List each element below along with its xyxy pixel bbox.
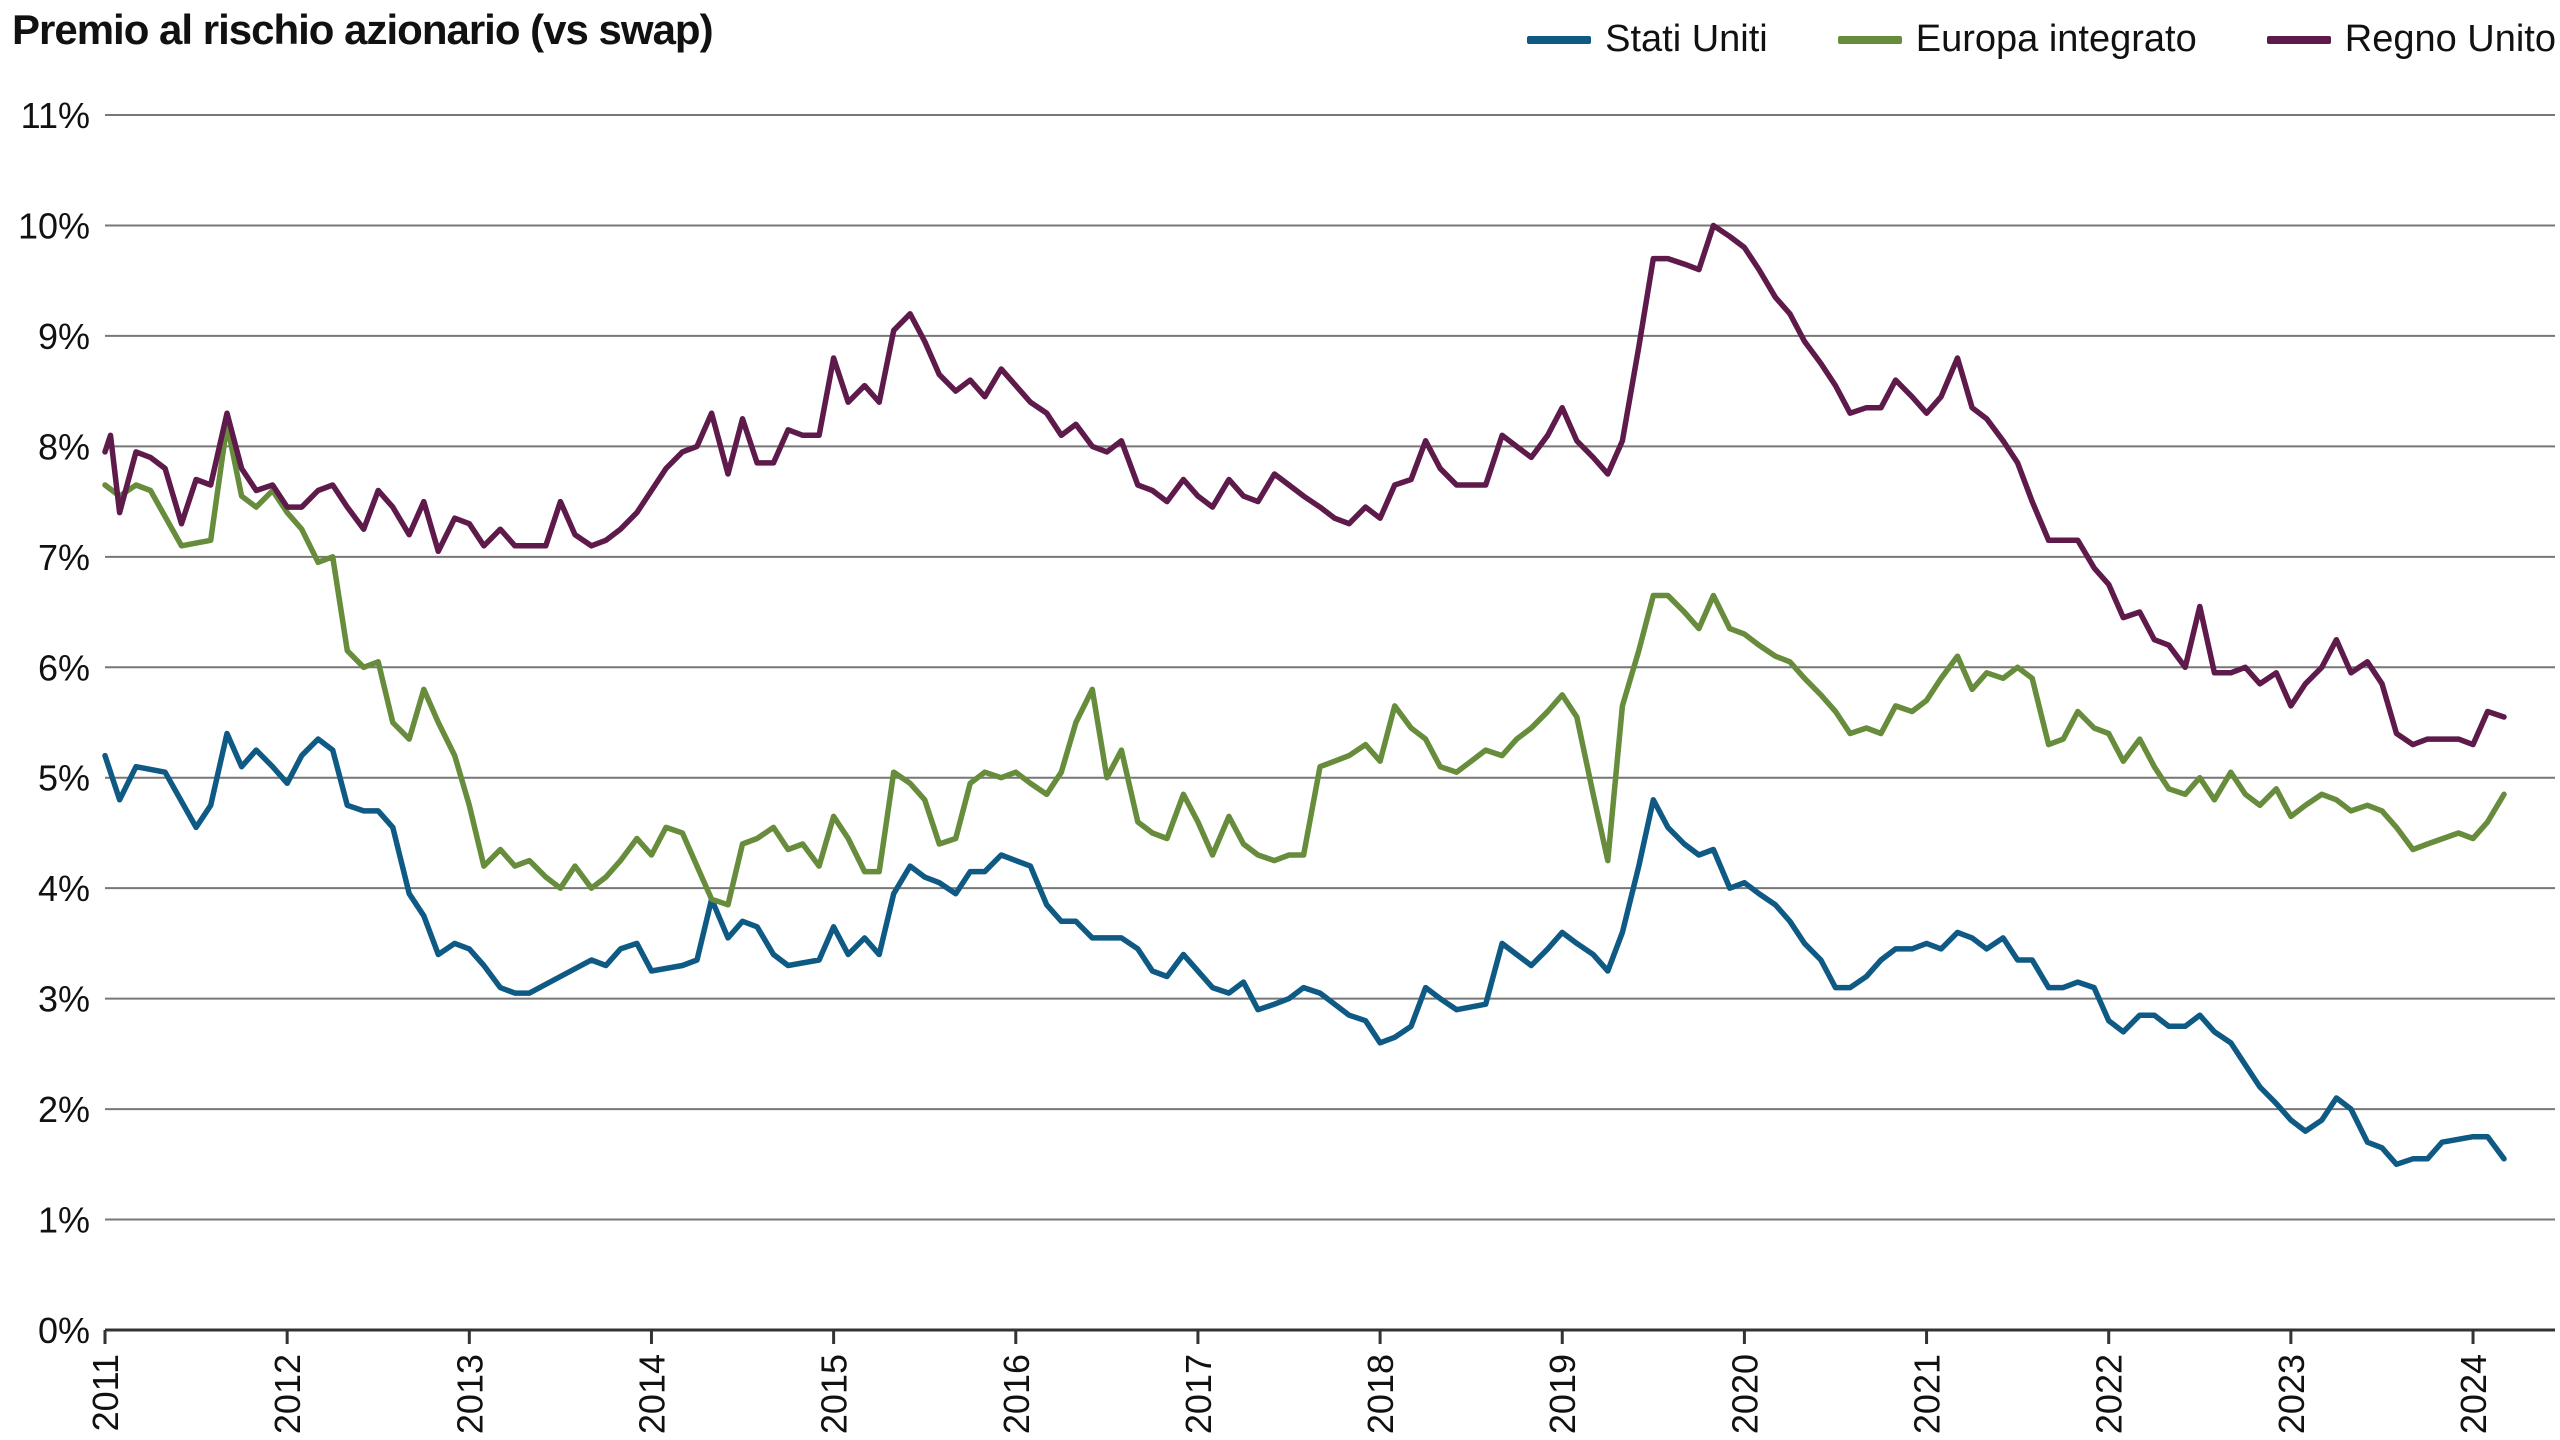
x-tick-label: 2012: [267, 1354, 308, 1434]
x-tick-label: 2021: [1907, 1354, 1948, 1434]
legend-item-regno-unito: Regno Unito: [2266, 18, 2556, 61]
x-tick-label: 2024: [2453, 1354, 2494, 1434]
x-axis: 2011 2012 2013 2014 2015 2016 2017 2018 2019 2020…: [85, 1330, 2494, 1434]
legend: Stati Uniti Europa integrato Regno Unito: [1527, 18, 2556, 61]
x-tick-label: 2011: [85, 1354, 126, 1431]
y-tick-label: 10%: [18, 205, 90, 246]
y-axis: 0% 1% 2% 3% 4% 5% 6% 7% 8% 9% 10% 11%: [18, 95, 90, 1351]
series-line-regno-unito: [102, 222, 2507, 748]
legend-label-europa-integrato: Europa integrato: [1915, 18, 2197, 60]
y-tick-label: 4%: [38, 868, 90, 909]
y-tick-label: 6%: [38, 647, 90, 688]
y-tick-label: 8%: [38, 426, 90, 467]
series-line-europa-integrato: [102, 421, 2507, 908]
chart-title: Premio al rischio azionario (vs swap): [12, 6, 714, 53]
x-tick-label: 2013: [449, 1354, 490, 1434]
legend-label-regno-unito: Regno Unito: [2344, 18, 2556, 60]
x-tick-label: 2017: [1178, 1354, 1219, 1434]
y-tick-label: 2%: [38, 1089, 90, 1130]
series-lines: [102, 222, 2507, 1168]
x-tick-label: 2023: [2271, 1354, 2312, 1434]
series-line-stati-uniti: [102, 730, 2507, 1168]
x-tick-label: 2018: [1360, 1354, 1401, 1434]
y-tick-label: 7%: [38, 537, 90, 578]
legend-swatch-europa-integrato: [1837, 35, 1902, 44]
x-tick-label: 2022: [2089, 1354, 2130, 1434]
y-tick-label: 5%: [38, 758, 90, 799]
legend-swatch-stati-uniti: [1527, 35, 1592, 44]
y-tick-label: 1%: [38, 1200, 90, 1241]
legend-label-stati-uniti: Stati Uniti: [1605, 18, 1768, 60]
legend-item-europa-integrato: Europa integrato: [1837, 18, 2197, 61]
y-tick-label: 0%: [38, 1310, 90, 1351]
grid: [105, 114, 2555, 1332]
x-tick-label: 2016: [996, 1354, 1037, 1434]
y-tick-label: 3%: [38, 979, 90, 1020]
y-tick-label: 11%: [21, 95, 90, 136]
legend-swatch-regno-unito: [2266, 35, 2331, 44]
x-tick-label: 2014: [631, 1354, 672, 1434]
x-tick-label: 2020: [1724, 1354, 1765, 1434]
x-tick-label: 2019: [1542, 1354, 1583, 1434]
legend-item-stati-uniti: Stati Uniti: [1527, 18, 1768, 61]
y-tick-label: 9%: [38, 316, 90, 357]
x-tick-label: 2015: [814, 1354, 855, 1434]
